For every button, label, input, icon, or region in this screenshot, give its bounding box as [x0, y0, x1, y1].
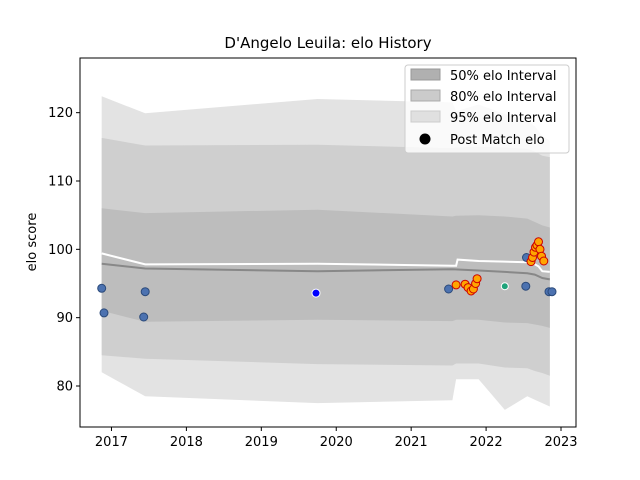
legend-swatch-50 [410, 68, 441, 81]
post-match-point [472, 274, 482, 284]
y-tick-label: 100 [48, 243, 73, 258]
x-tick-label: 2018 [170, 435, 203, 450]
post-match-point [451, 280, 461, 290]
post-match-point [534, 237, 543, 247]
legend-box [404, 64, 570, 154]
x-tick-label: 2022 [470, 435, 503, 450]
post-match-point [140, 287, 150, 297]
x-tick-label: 2020 [320, 435, 353, 450]
post-match-point [444, 284, 454, 294]
legend-label-50: 50% elo Interval [450, 69, 557, 84]
post-match-point [521, 281, 531, 291]
legend-swatch-95 [410, 110, 441, 123]
post-match-point [99, 308, 109, 318]
trend-lines [101, 252, 550, 281]
legend-swatch-80 [410, 89, 441, 102]
median-line [101, 262, 550, 281]
x-tick-label: 2019 [245, 435, 278, 450]
mean-line [101, 252, 550, 273]
x-axis-ticks: 2017 2018 2019 2020 2021 2022 2023 [95, 427, 578, 450]
interval-bands [101, 96, 550, 410]
y-axis-ticks: 80 90 100 110 120 [48, 106, 80, 395]
x-tick-label: 2023 [544, 435, 577, 450]
post-match-point [547, 287, 557, 297]
axes-frame [79, 57, 577, 428]
post-match-point [97, 283, 107, 293]
legend-label-95: 95% elo Interval [450, 111, 557, 126]
y-tick-label: 110 [48, 175, 73, 190]
x-tick-label: 2021 [395, 435, 428, 450]
legend-marker-post-match [419, 133, 431, 145]
legend-label-80: 80% elo Interval [450, 90, 557, 105]
post-match-point [311, 288, 321, 298]
y-tick-label: 90 [56, 311, 73, 326]
band-50-percent [101, 208, 550, 328]
post-match-point [139, 312, 149, 322]
post-match-points [97, 237, 557, 322]
plot-area [97, 96, 557, 410]
post-match-point [539, 256, 549, 266]
x-tick-label: 2017 [95, 435, 128, 450]
legend-label-post-match: Post Match elo [450, 133, 545, 148]
legend: 50% elo Interval 80% elo Interval 95% el… [404, 64, 570, 154]
y-axis-label: elo score [25, 213, 40, 272]
post-match-point [500, 282, 509, 291]
y-tick-label: 80 [56, 380, 73, 395]
y-tick-label: 120 [48, 106, 73, 121]
chart-title: D'Angelo Leuila: elo History [224, 34, 431, 52]
